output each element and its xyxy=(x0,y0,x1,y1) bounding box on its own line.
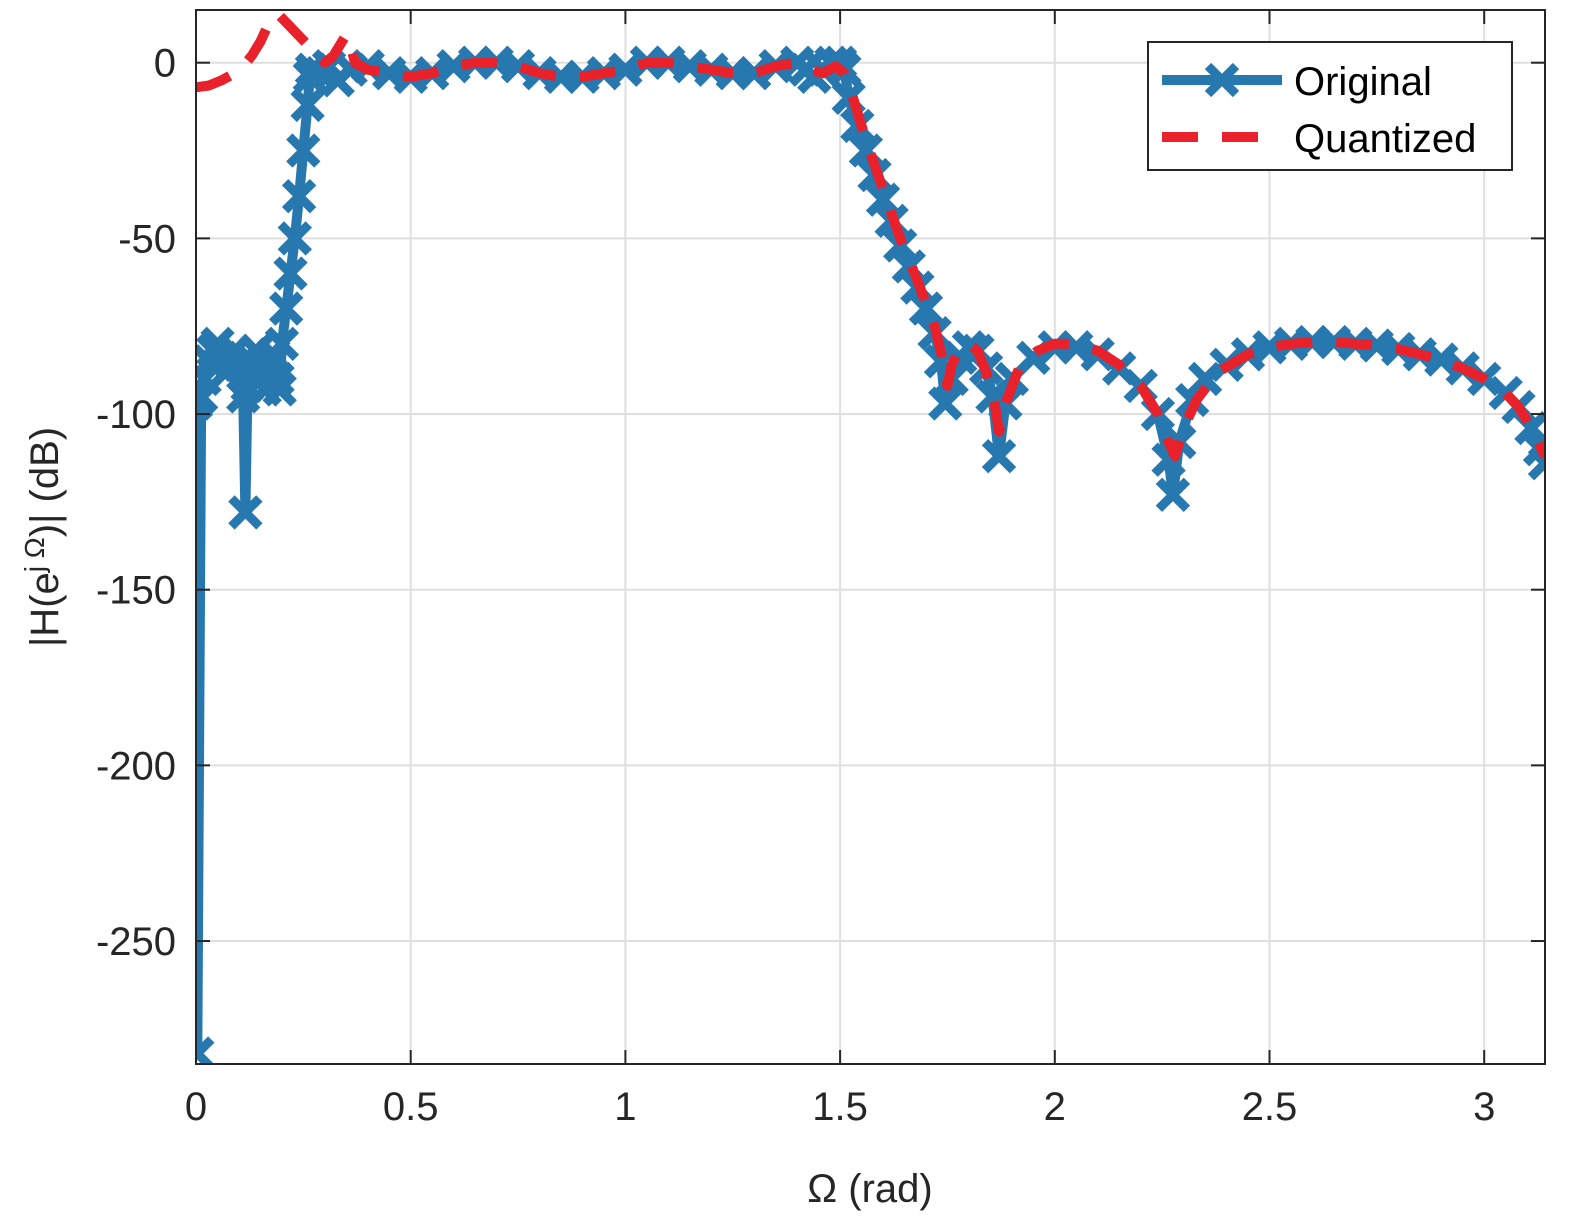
series-original-marker xyxy=(1155,477,1191,512)
x-tick-label: 2.5 xyxy=(1242,1085,1298,1129)
series-original-marker xyxy=(196,1036,215,1064)
y-axis-label-sup: j Ω xyxy=(19,537,50,573)
x-axis-label: Ω (rad) xyxy=(807,1167,932,1211)
series-original-marker xyxy=(277,221,312,256)
y-tick-label: -50 xyxy=(118,217,176,261)
series-original-marker xyxy=(269,291,304,326)
series-original-marker xyxy=(1527,446,1545,481)
series-original-marker xyxy=(500,49,536,84)
y-tick-label: -150 xyxy=(96,569,176,613)
y-axis-label-post: )| (dB) xyxy=(23,427,67,537)
series-original-marker xyxy=(1059,330,1094,365)
y-tick-label: -200 xyxy=(96,744,176,788)
series-original-marker xyxy=(1187,361,1223,397)
x-tick-label: 1.5 xyxy=(812,1085,868,1129)
series-original-marker xyxy=(228,495,263,530)
y-tick-label: 0 xyxy=(154,42,176,86)
series-original-marker xyxy=(908,291,944,326)
legend-marker-original xyxy=(1204,62,1240,98)
legend-label-quantized: Quantized xyxy=(1294,117,1476,161)
x-tick-label: 3 xyxy=(1473,1085,1495,1129)
tick-labels: 0 0.5 1 1.5 2 2.5 3 0 -50 -100 -150 -200 -250 xyxy=(96,42,1495,1129)
series-original-marker xyxy=(1424,342,1459,377)
plot-frame xyxy=(195,9,1546,1065)
series-layer xyxy=(196,10,1545,1064)
series-original-marker xyxy=(865,182,901,217)
legend: Original Quantized xyxy=(1147,41,1513,171)
series-original-marker xyxy=(273,256,308,291)
series-original-marker xyxy=(281,179,317,214)
x-tick-label: 0 xyxy=(185,1085,207,1129)
series-original-marker xyxy=(286,133,321,168)
axis-ticks xyxy=(195,10,1545,1064)
series-original-marker xyxy=(981,439,1017,474)
series-original-marker xyxy=(290,87,325,123)
series-original-marker xyxy=(883,228,918,263)
y-axis-label: |H(ej Ω)| (dB) xyxy=(19,427,67,647)
y-tick-label: -100 xyxy=(96,393,176,437)
y-axis-label-pre: |H(e xyxy=(23,572,67,647)
legend-label-original: Original xyxy=(1294,60,1432,104)
y-tick-label: -250 xyxy=(96,920,176,964)
x-tick-label: 0.5 xyxy=(383,1085,439,1129)
legend-box xyxy=(1147,41,1513,171)
series-original-marker xyxy=(928,386,963,421)
series-original-marker xyxy=(262,372,297,407)
x-tick-label: 2 xyxy=(1044,1085,1066,1129)
series-original-marker xyxy=(608,52,643,87)
x-tick-label: 1 xyxy=(614,1085,636,1129)
series-original-marker xyxy=(264,326,300,361)
series-original-marker xyxy=(737,56,772,91)
series-quantized-line xyxy=(196,10,1545,462)
